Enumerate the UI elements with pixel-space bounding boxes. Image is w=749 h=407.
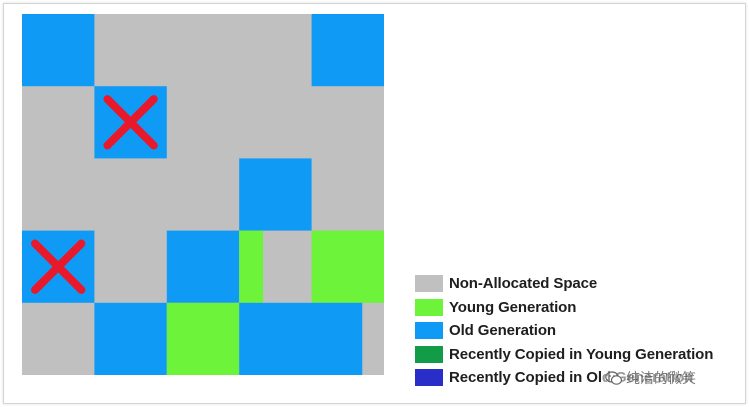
- legend-swatch: [415, 298, 443, 316]
- legend-item-young: Young Generation: [415, 296, 745, 320]
- legend-swatch: [415, 369, 443, 387]
- legend-label: Non-Allocated Space: [449, 275, 598, 293]
- heap-region-grid: [22, 14, 384, 375]
- legend-item-recent-young: Recently Copied in Young Generation: [415, 343, 745, 367]
- figure-frame: Non-Allocated Space Young Generation Old…: [3, 3, 746, 404]
- young-generation-region: [311, 230, 384, 303]
- watermark-text: 纯洁的微笑: [626, 370, 696, 386]
- wechat-icon: [605, 370, 623, 385]
- watermark: 纯洁的微笑: [602, 367, 699, 389]
- legend-swatch: [415, 345, 443, 363]
- young-generation-region: [166, 302, 240, 375]
- legend-item-old: Old Generation: [415, 319, 745, 343]
- old-generation-region: [239, 158, 312, 231]
- old-generation-region: [239, 302, 363, 375]
- young-generation-region: [239, 230, 264, 303]
- old-generation-region: [311, 14, 384, 87]
- legend-swatch: [415, 322, 443, 340]
- legend-label: Old Generation: [449, 322, 556, 340]
- legend-swatch: [415, 275, 443, 293]
- old-generation-region: [22, 14, 95, 87]
- legend-item-non-allocated: Non-Allocated Space: [415, 272, 745, 296]
- old-generation-region: [94, 302, 167, 375]
- legend-label: Young Generation: [449, 298, 577, 316]
- reclaim-x-icon: [103, 95, 158, 150]
- reclaim-x-icon: [31, 239, 86, 294]
- legend-label: Recently Copied in Young Generation: [449, 345, 714, 363]
- old-generation-region: [166, 230, 240, 303]
